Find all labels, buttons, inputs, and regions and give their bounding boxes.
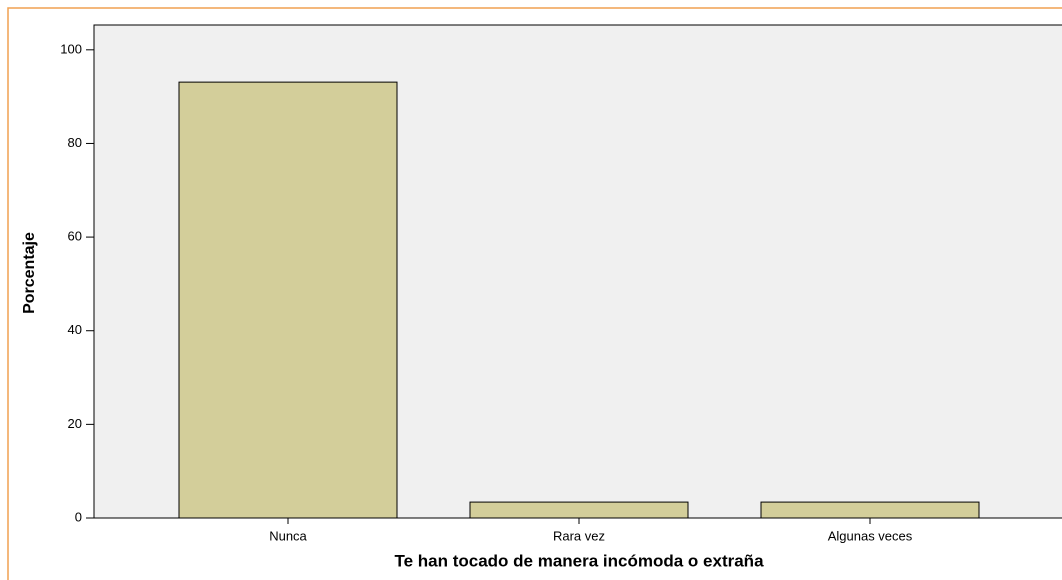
- x-tick-label: Rara vez: [553, 528, 605, 543]
- bar: [469, 501, 689, 519]
- x-tick-label: Algunas veces: [828, 528, 913, 543]
- bar: [760, 501, 980, 519]
- y-tick-label: 80: [68, 135, 82, 150]
- y-tick-label: 40: [68, 322, 82, 337]
- y-axis-title: Porcentaje: [21, 232, 38, 314]
- y-tick-label: 0: [75, 509, 82, 524]
- bar: [178, 81, 398, 519]
- x-tick-label: Nunca: [269, 528, 307, 543]
- y-tick-label: 20: [68, 416, 82, 431]
- y-tick-label: 60: [68, 229, 82, 244]
- y-tick-label: 100: [60, 41, 82, 56]
- x-axis-title: Te han tocado de manera incómoda o extra…: [394, 551, 764, 570]
